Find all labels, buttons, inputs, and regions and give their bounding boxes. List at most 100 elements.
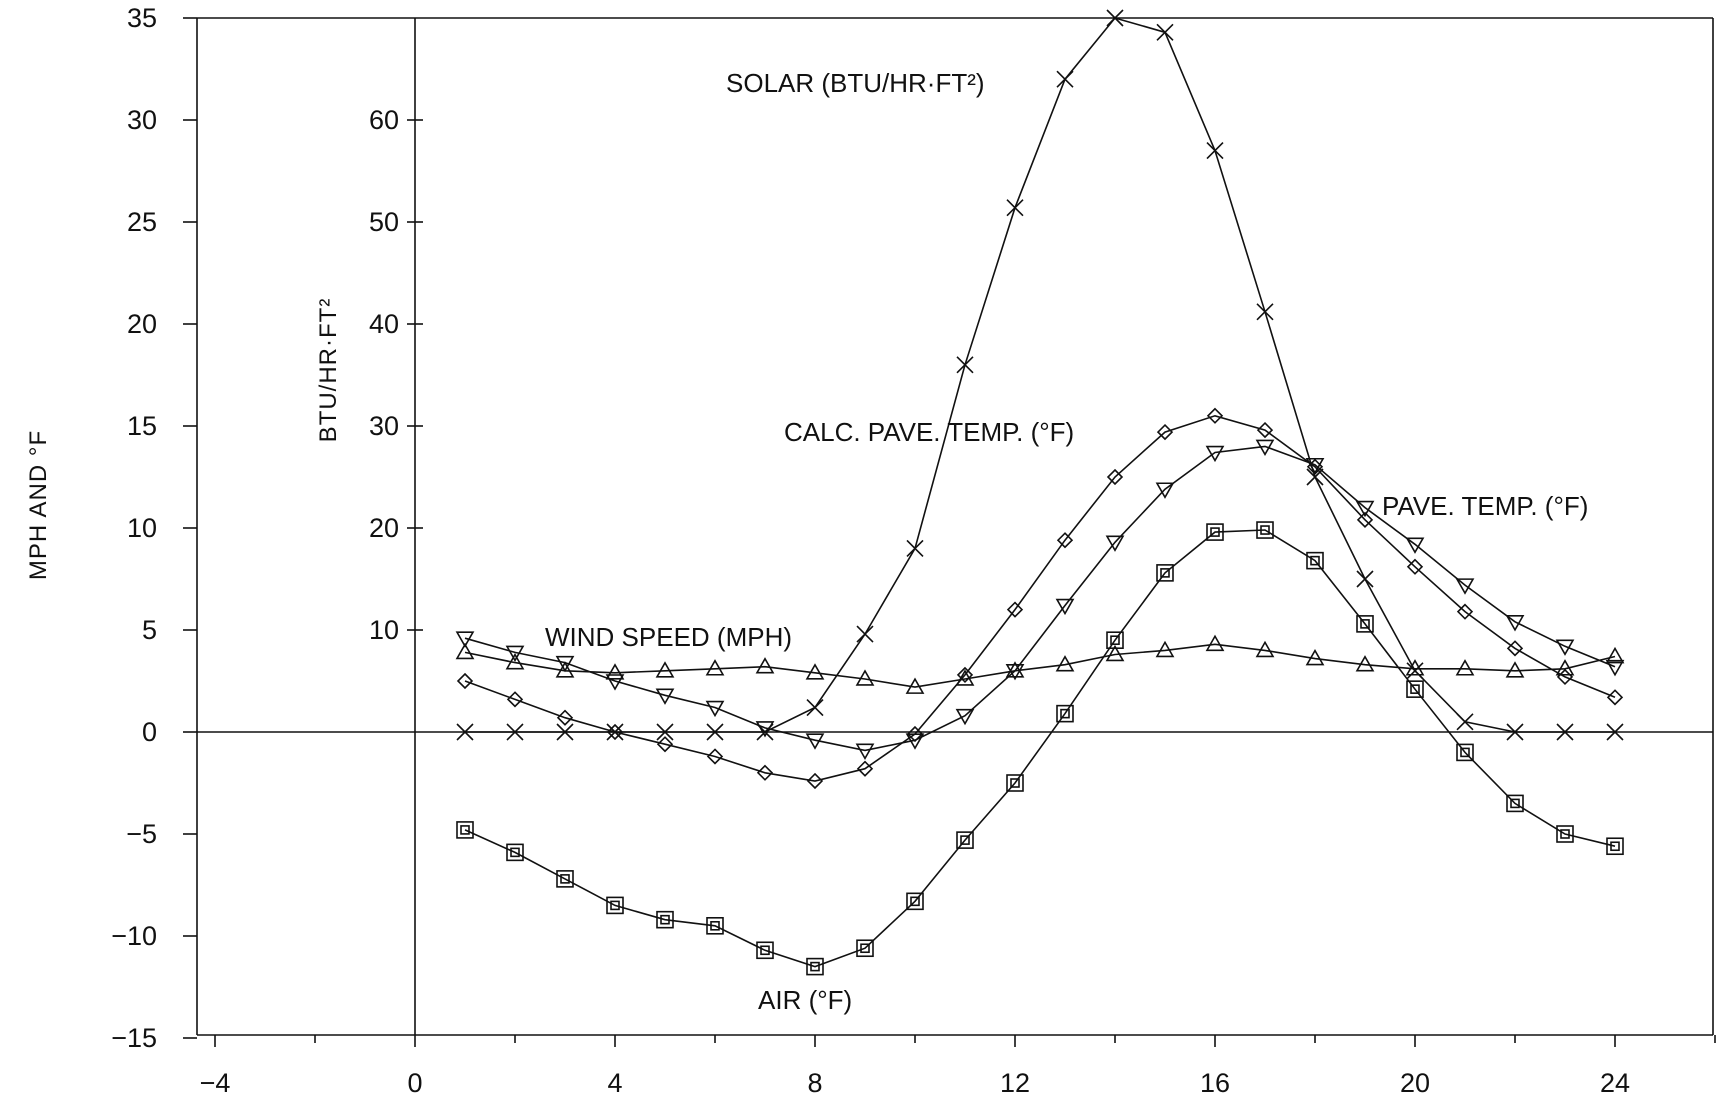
marker-x [1356,570,1374,588]
marker-triangle-up [1305,648,1325,666]
marker-square [1406,680,1424,698]
marker-square-inner [1360,619,1370,629]
marker-diamond [706,748,724,765]
marker-triangle-down [705,700,725,718]
marker-triangle-up [1605,646,1625,664]
marker-triangle-up [1355,655,1375,672]
marker-diamond [506,691,524,708]
marker-square [1156,564,1174,582]
y-tick-label: −10 [111,921,157,951]
x-tick-label: 8 [807,1068,822,1098]
marker-square-inner [510,847,520,858]
marker-diamond [556,709,574,726]
marker-triangle-down [1405,537,1425,554]
marker-diamond [1456,603,1474,620]
marker-square [1256,521,1274,539]
marker-diamond [1056,532,1074,549]
marker-triangle-up [505,653,525,670]
marker-triangle-down [1555,639,1575,656]
y-tick-label: −5 [126,819,157,849]
marker-triangle-down [455,631,475,648]
marker-square-inner [1110,635,1120,646]
marker-square-inner [1210,527,1220,537]
marker-square [956,831,974,849]
marker-x [1156,23,1174,41]
marker-diamond [1606,689,1624,706]
marker-triangle-up [805,663,825,680]
series-line-2 [464,445,1616,752]
chart-frame [196,17,1714,1036]
marker-triangle-down [755,721,775,738]
marker-square [1456,743,1474,762]
y-tick-label: 25 [127,207,157,237]
marker-square-inner [1460,747,1470,758]
marker-triangle-up [1555,659,1575,676]
label-air: AIR (°F) [758,985,852,1015]
label-solar: SOLAR (BTU/HR·FT²) [726,68,985,98]
marker-triangle-down [855,743,875,760]
y-tick-label: 35 [127,3,157,33]
marker-x [1206,142,1224,160]
marker-square-inner [760,945,770,956]
marker-square [706,916,724,935]
inner-tick-label: 50 [369,207,399,237]
inner-tick-label: 60 [369,105,399,135]
x-tick-label: 0 [407,1068,422,1098]
marker-triangle-up [1155,640,1175,658]
marker-x [456,723,474,741]
series-line-0 [465,17,1615,733]
y-tick-label: 30 [127,105,157,135]
marker-triangle-up [1405,659,1425,676]
marker-square-inner [1010,778,1020,788]
marker-square-inner [660,914,670,925]
marker-square-inner [1560,829,1570,839]
marker-diamond [1506,640,1524,657]
marker-diamond [806,772,824,790]
marker-diamond [1256,421,1274,439]
marker-square-inner [610,900,620,911]
marker-triangle-up [555,661,575,678]
marker-triangle-down [1355,500,1375,518]
marker-x [656,723,674,741]
marker-square [606,896,624,915]
marker-square-inner [1260,525,1270,535]
marker-diamond [906,725,924,743]
marker-x [1556,723,1574,741]
marker-x [1456,713,1474,731]
marker-triangle-up [755,657,775,674]
marker-square-inner [1610,841,1620,852]
marker-triangle-down [605,674,625,691]
y-tick-label: 0 [142,717,157,747]
marker-triangle-down [505,645,525,663]
marker-square-inner [1410,684,1420,694]
marker-triangle-up [705,659,725,676]
marker-square [506,843,524,862]
marker-diamond [1006,601,1024,618]
y-axis-inner-ticks: 10 20 30 40 50 60 [369,105,423,645]
marker-triangle-up [955,669,975,686]
marker-triangle-down [1005,664,1025,681]
marker-square [656,910,674,929]
marker-square [906,892,924,911]
marker-triangle-down [1305,457,1325,475]
marker-x [1006,199,1024,217]
label-pave-temp: PAVE. TEMP. (°F) [1382,491,1588,521]
marker-square [1056,704,1074,723]
y-tick-label: 20 [127,309,157,339]
marker-diamond [606,723,624,741]
marker-x [606,723,624,741]
marker-square [1206,523,1224,541]
marker-triangle-down [1205,445,1225,463]
marker-diamond [956,666,974,684]
marker-triangle-down [1055,598,1075,616]
inner-tick-label: 30 [369,411,399,441]
marker-triangle-up [1005,661,1025,678]
marker-square-inner [1060,708,1070,719]
y-axis-inner-title: BTU/HR·FT² [315,298,342,443]
y-axis-left-title: MPH AND °F [25,430,52,580]
marker-x [856,625,874,643]
y-tick-label: 15 [127,411,157,441]
series-line-1 [464,414,1616,782]
